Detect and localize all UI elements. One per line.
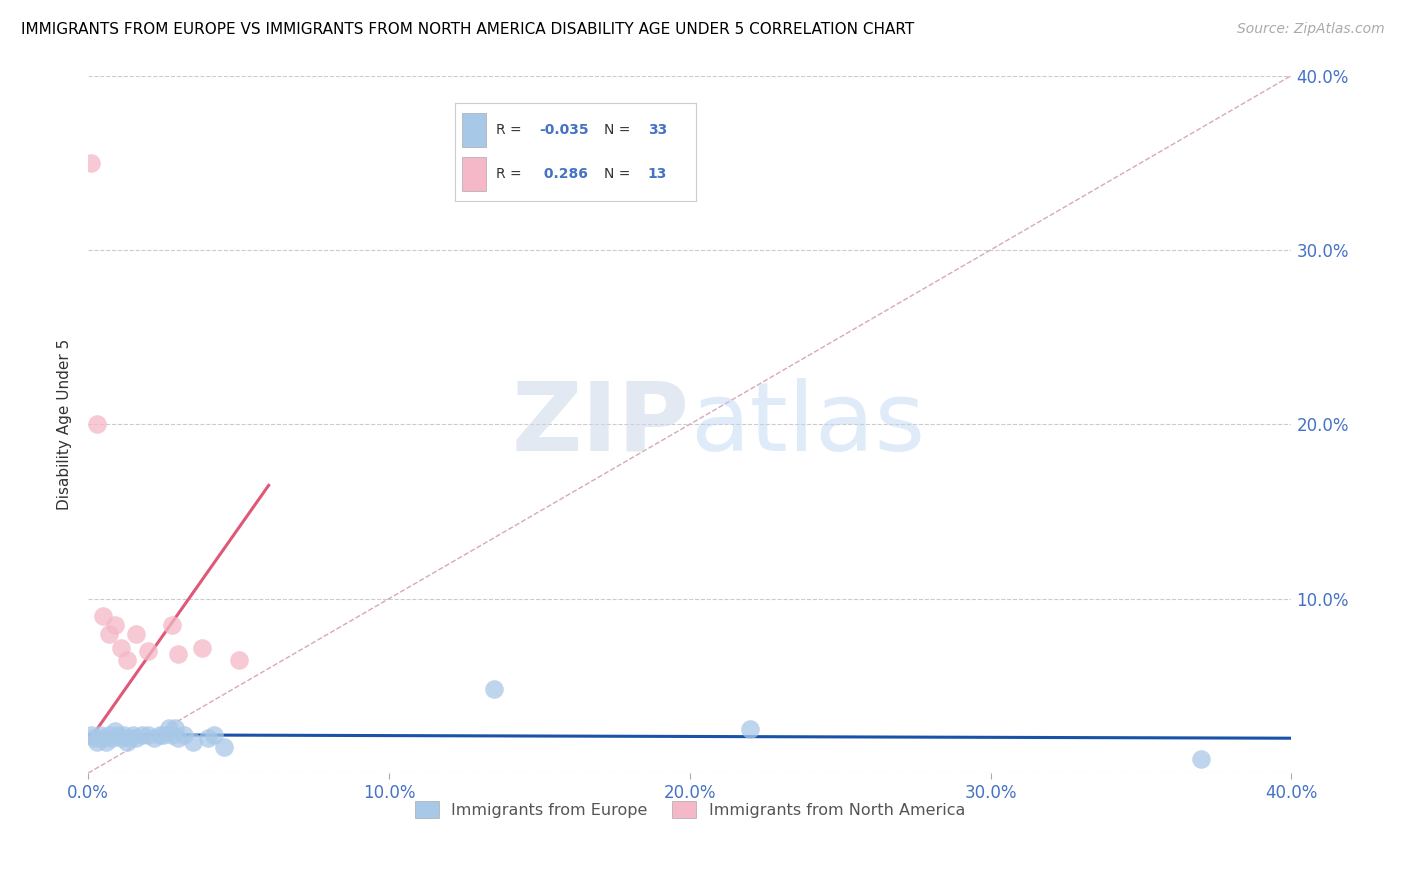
Point bbox=[162, 618, 184, 632]
Point bbox=[98, 626, 121, 640]
Point bbox=[91, 609, 114, 624]
Text: atlas: atlas bbox=[690, 378, 925, 471]
Point bbox=[80, 155, 103, 169]
Point bbox=[191, 640, 214, 655]
Point bbox=[110, 640, 132, 655]
Y-axis label: Disability Age Under 5: Disability Age Under 5 bbox=[58, 339, 72, 510]
Point bbox=[107, 728, 129, 742]
Point bbox=[149, 728, 172, 742]
Point bbox=[165, 721, 187, 735]
Point bbox=[110, 731, 132, 746]
Text: IMMIGRANTS FROM EUROPE VS IMMIGRANTS FROM NORTH AMERICA DISABILITY AGE UNDER 5 C: IMMIGRANTS FROM EUROPE VS IMMIGRANTS FRO… bbox=[21, 22, 914, 37]
Point bbox=[204, 728, 226, 742]
Point bbox=[125, 731, 148, 746]
Point bbox=[162, 728, 184, 742]
Point bbox=[125, 626, 148, 640]
Point bbox=[89, 728, 111, 742]
Point bbox=[152, 728, 174, 742]
Point bbox=[143, 731, 166, 746]
Point bbox=[183, 734, 205, 748]
Point bbox=[136, 728, 159, 742]
Point bbox=[80, 728, 103, 742]
Point bbox=[96, 734, 118, 748]
Point bbox=[157, 721, 180, 735]
Point bbox=[101, 731, 124, 746]
Point bbox=[131, 728, 153, 742]
Point bbox=[117, 734, 139, 748]
Point bbox=[86, 734, 108, 748]
Point bbox=[86, 417, 108, 432]
Point bbox=[136, 644, 159, 658]
Point bbox=[104, 618, 127, 632]
Text: ZIP: ZIP bbox=[512, 378, 690, 471]
Point bbox=[228, 653, 250, 667]
Point bbox=[738, 723, 761, 737]
Point bbox=[1189, 752, 1212, 766]
Point bbox=[104, 724, 127, 739]
Point bbox=[197, 731, 219, 746]
Point bbox=[167, 731, 190, 746]
Point bbox=[212, 739, 235, 754]
Point bbox=[83, 731, 105, 746]
Point bbox=[484, 682, 506, 697]
Point bbox=[98, 728, 121, 742]
Point bbox=[117, 653, 139, 667]
Point bbox=[173, 728, 195, 742]
Legend: Immigrants from Europe, Immigrants from North America: Immigrants from Europe, Immigrants from … bbox=[408, 795, 972, 824]
Point bbox=[112, 728, 135, 742]
Point bbox=[122, 728, 145, 742]
Point bbox=[120, 731, 142, 746]
Text: Source: ZipAtlas.com: Source: ZipAtlas.com bbox=[1237, 22, 1385, 37]
Point bbox=[91, 731, 114, 746]
Point bbox=[167, 648, 190, 662]
